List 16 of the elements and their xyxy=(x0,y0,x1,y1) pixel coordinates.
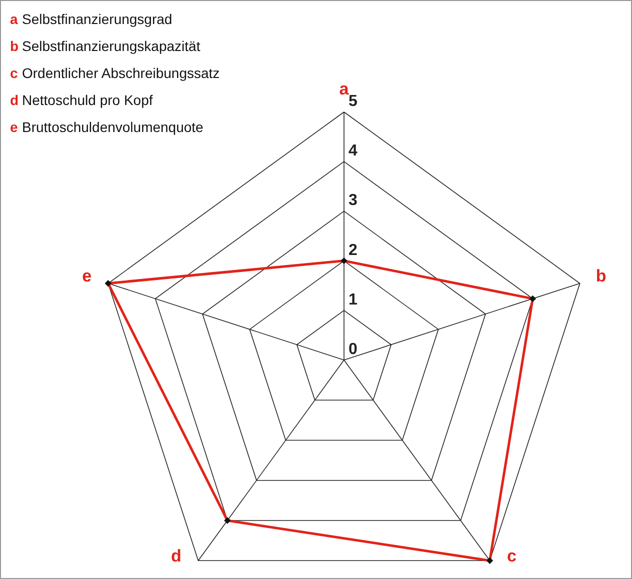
y-tick-label: 5 xyxy=(348,93,358,110)
y-tick-label: 4 xyxy=(348,142,358,160)
y-tick-label: 3 xyxy=(348,192,358,210)
text: d Nettoschuld pro Kopf xyxy=(10,92,153,108)
spoke-label: c xyxy=(507,546,517,566)
y-tick-label: 2 xyxy=(348,242,358,259)
spoke-label: a xyxy=(339,80,350,99)
text: c Ordentlicher Abschreibungssatz xyxy=(10,65,220,81)
y-tick-label: 1 xyxy=(348,291,358,308)
spoke-label: e xyxy=(82,266,92,286)
text: e Bruttoschuldenvolumenquote xyxy=(10,119,204,135)
text: b Selbstfinanzierungskapazität xyxy=(10,38,200,54)
text: a Selbstfinanzierungsgrad xyxy=(10,11,172,27)
spoke-label: b xyxy=(596,266,606,286)
y-tick-label: 0 xyxy=(348,341,358,358)
spoke-label: d xyxy=(171,546,182,566)
